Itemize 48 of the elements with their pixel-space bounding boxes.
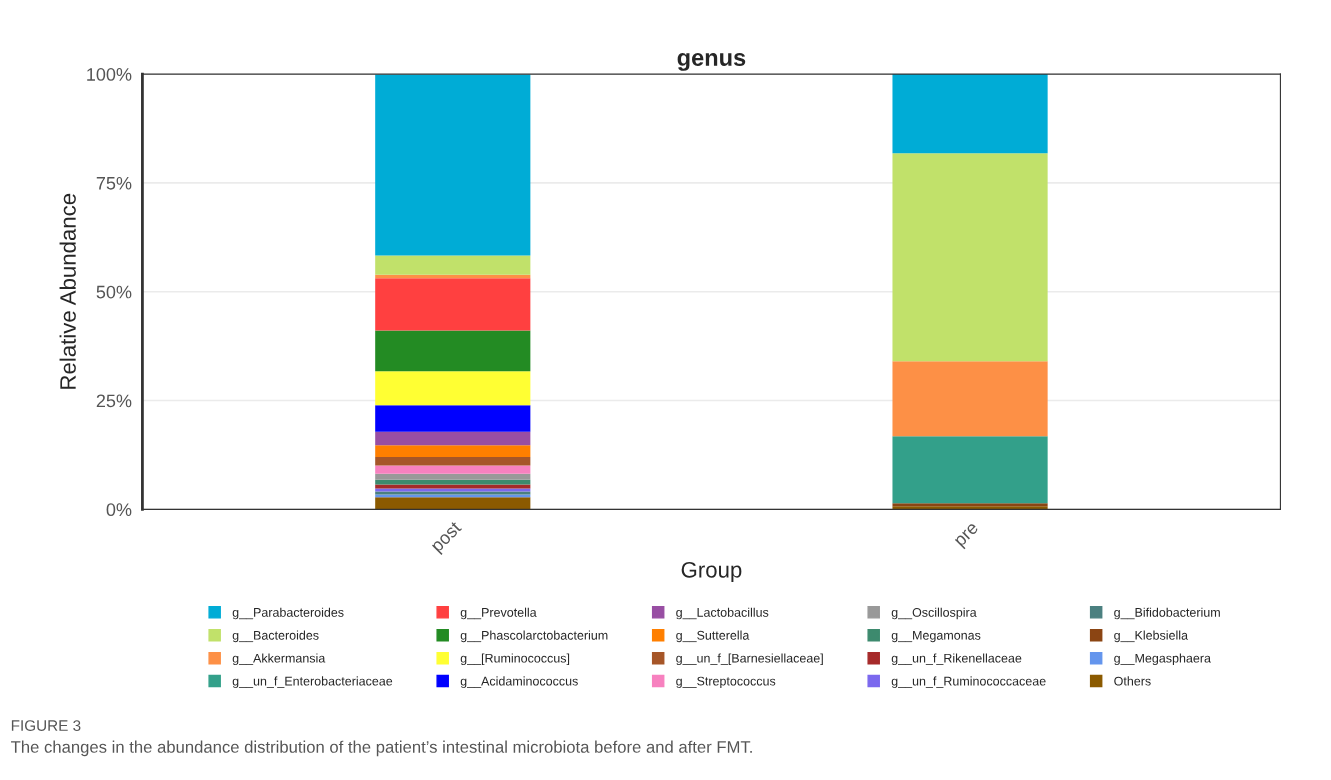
- legend-label: g__Akkermansia: [232, 653, 326, 666]
- bar: [375, 473, 531, 480]
- bar: [892, 361, 1048, 437]
- y-tick-label: 100%: [87, 68, 132, 81]
- legend-label: g__Lactobacillus: [676, 607, 769, 620]
- text: The changes in the abundance distribution of the patient’s intestinal microbiota before and after FMT.: [11, 740, 752, 757]
- bar: [375, 497, 531, 510]
- bar: [375, 445, 531, 458]
- y-tick-label: 25%: [96, 394, 132, 408]
- bar: [892, 153, 1048, 362]
- x-axis-title: Group: [681, 561, 742, 583]
- y-tick-label: 50%: [96, 285, 132, 299]
- legend-label: g__Bifidobacterium: [1114, 607, 1220, 620]
- bar: [892, 74, 1048, 154]
- legend-label: g__Streptococcus: [676, 676, 776, 688]
- legend-label: g__Acidaminococcus: [460, 676, 578, 688]
- legend-label: g__Oscillospira: [891, 607, 977, 620]
- bar: [375, 278, 531, 331]
- legend-label: g__Phascolarctobacterium: [460, 630, 608, 643]
- bar: [375, 405, 531, 432]
- legend-label: g__un_f_Enterobacteriaceae: [232, 676, 393, 688]
- legend-label: g__un_f_[Barnesiellaceae]: [676, 653, 823, 666]
- bar: [375, 255, 531, 275]
- legend-label: Others: [1114, 676, 1151, 686]
- y-tick-label: 75%: [96, 176, 132, 190]
- legend-label: g__Prevotella: [460, 607, 537, 620]
- bar: [892, 436, 1048, 504]
- y-tick-label: 0%: [106, 503, 132, 517]
- legend-label: g__Megamonas: [891, 631, 981, 643]
- legend-label: g__un_f_Ruminococcaceae: [891, 676, 1046, 688]
- legend-label: g__Klebsiella: [1114, 630, 1189, 643]
- chart-title: genus: [677, 53, 746, 71]
- legend-label: g__Sutterella: [676, 630, 750, 643]
- bar: [375, 431, 531, 446]
- caption: FIGURE 3: [11, 720, 81, 732]
- y-axis-title: Relative Abundance: [59, 193, 76, 389]
- legend-label: g__[Ruminococcus]: [460, 653, 570, 666]
- legend-label: g__Parabacteroides: [232, 607, 344, 620]
- bar: [375, 371, 531, 406]
- bar: [375, 479, 531, 485]
- legend-label: g__Megasphaera: [1114, 653, 1211, 666]
- legend-label: g__Bacteroides: [232, 630, 319, 643]
- x-tick-label: pre: [954, 522, 982, 550]
- bar: [375, 330, 531, 372]
- legend-label: g__un_f_Rikenellaceae: [891, 653, 1022, 666]
- bar: [375, 457, 531, 466]
- bar: [375, 465, 531, 474]
- bar: [375, 74, 531, 256]
